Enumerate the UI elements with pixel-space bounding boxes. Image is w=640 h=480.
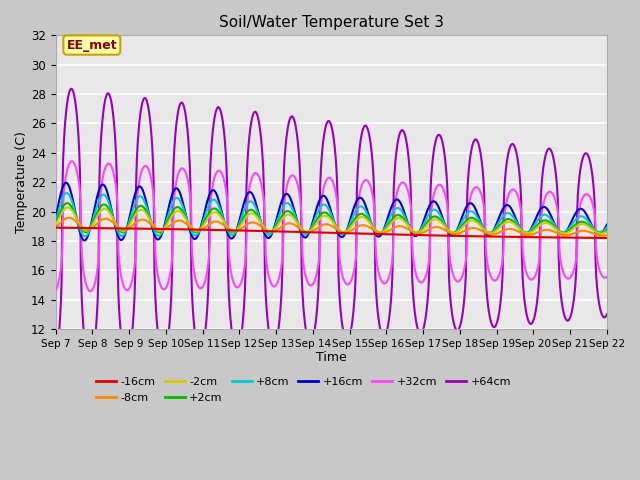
+32cm [176, 168, 184, 173]
+8cm [176, 197, 184, 203]
+64cm [120, 351, 127, 357]
-16cm [174, 227, 182, 232]
Text: EE_met: EE_met [67, 38, 117, 51]
+16cm [62, 180, 70, 186]
+64cm [176, 102, 184, 108]
-8cm [598, 233, 606, 239]
-2cm [175, 208, 183, 214]
+16cm [61, 180, 69, 186]
-2cm [119, 228, 127, 234]
-16cm [61, 225, 69, 230]
+32cm [68, 158, 76, 164]
-8cm [399, 224, 407, 229]
+2cm [61, 201, 69, 206]
+64cm [400, 129, 408, 134]
+16cm [416, 228, 424, 234]
-16cm [118, 226, 126, 231]
+16cm [176, 190, 184, 195]
-2cm [603, 228, 611, 234]
-2cm [204, 215, 212, 221]
-8cm [175, 217, 183, 223]
+8cm [205, 203, 212, 208]
Y-axis label: Temperature (C): Temperature (C) [15, 131, 28, 233]
Line: +2cm: +2cm [56, 203, 607, 233]
-16cm [603, 235, 611, 241]
-16cm [52, 225, 60, 230]
Legend: -16cm, -8cm, -2cm, +2cm, +8cm, +16cm, +32cm, +64cm: -16cm, -8cm, -2cm, +2cm, +8cm, +16cm, +3… [92, 372, 515, 407]
-2cm [415, 229, 423, 235]
-8cm [52, 224, 60, 230]
-2cm [52, 222, 60, 228]
+8cm [81, 233, 89, 239]
+64cm [205, 266, 212, 272]
+16cm [400, 208, 408, 214]
+64cm [52, 358, 60, 363]
-8cm [61, 216, 69, 222]
+2cm [63, 200, 71, 206]
+32cm [86, 288, 94, 294]
+64cm [86, 360, 94, 365]
Line: +32cm: +32cm [56, 161, 607, 291]
+16cm [120, 235, 127, 240]
Line: +64cm: +64cm [56, 89, 607, 362]
Title: Soil/Water Temperature Set 3: Soil/Water Temperature Set 3 [219, 15, 444, 30]
-16cm [398, 232, 406, 238]
+16cm [81, 238, 88, 243]
+8cm [603, 224, 611, 230]
+2cm [415, 229, 423, 235]
+2cm [603, 227, 611, 233]
-8cm [65, 215, 72, 221]
+32cm [603, 274, 611, 280]
+8cm [416, 228, 424, 234]
+2cm [52, 221, 60, 227]
-2cm [64, 204, 72, 210]
Line: -8cm: -8cm [56, 218, 607, 236]
X-axis label: Time: Time [316, 351, 347, 364]
Line: -2cm: -2cm [56, 207, 607, 234]
+16cm [52, 216, 60, 221]
+32cm [61, 176, 69, 182]
+32cm [52, 288, 60, 294]
+64cm [68, 86, 76, 92]
+8cm [63, 190, 71, 196]
-8cm [204, 222, 212, 228]
Line: +8cm: +8cm [56, 193, 607, 236]
+8cm [52, 219, 60, 225]
+64cm [61, 116, 69, 122]
-2cm [597, 231, 605, 237]
-2cm [399, 217, 407, 223]
+8cm [61, 191, 69, 196]
-8cm [415, 230, 423, 236]
-8cm [603, 232, 611, 238]
+8cm [120, 232, 127, 238]
+2cm [596, 230, 604, 236]
+32cm [205, 254, 212, 260]
+32cm [416, 279, 424, 285]
-2cm [61, 205, 69, 211]
+8cm [400, 212, 408, 217]
Line: +16cm: +16cm [56, 183, 607, 240]
+16cm [603, 222, 611, 228]
+2cm [399, 215, 407, 221]
+64cm [416, 330, 424, 336]
-16cm [204, 227, 211, 233]
+64cm [603, 312, 611, 317]
-8cm [119, 227, 127, 233]
+16cm [205, 193, 212, 199]
+2cm [175, 204, 183, 210]
+2cm [119, 229, 127, 235]
Line: -16cm: -16cm [56, 228, 607, 238]
+2cm [204, 212, 212, 217]
+32cm [400, 180, 408, 185]
+32cm [120, 283, 127, 289]
-16cm [415, 232, 422, 238]
